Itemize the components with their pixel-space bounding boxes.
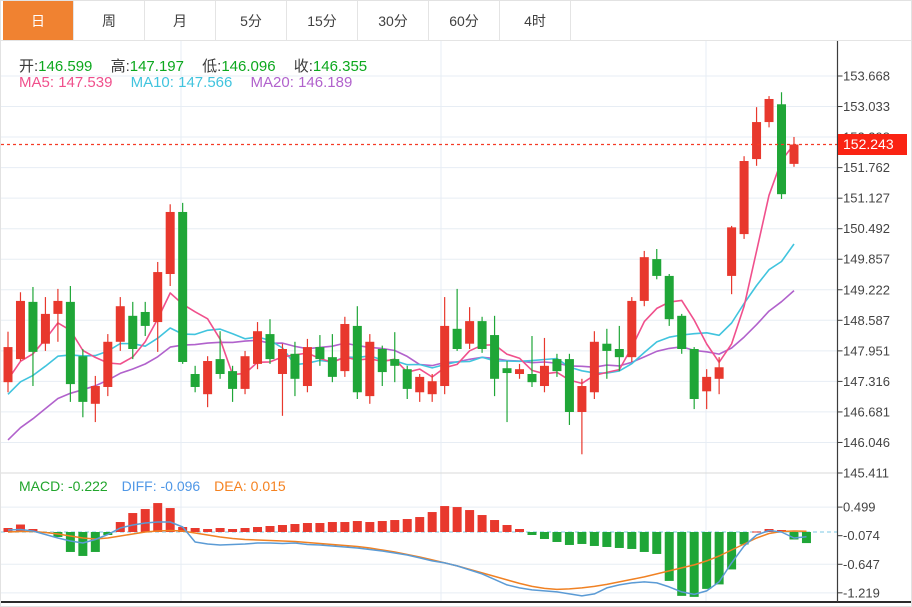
- svg-text:-0.647: -0.647: [843, 557, 880, 572]
- svg-text:151.127: 151.127: [843, 191, 890, 206]
- timeframe-tabbar: 日 周 月 5分 15分 30分 60分 4时: [1, 1, 911, 41]
- svg-text:153.033: 153.033: [843, 99, 890, 114]
- svg-text:149.857: 149.857: [843, 252, 890, 267]
- tab-30min[interactable]: 30分: [358, 1, 429, 40]
- tab-4hour[interactable]: 4时: [500, 1, 571, 40]
- tab-60min[interactable]: 60分: [429, 1, 500, 40]
- svg-text:146.046: 146.046: [843, 435, 890, 450]
- svg-text:0.499: 0.499: [843, 500, 876, 515]
- svg-text:151.762: 151.762: [843, 160, 890, 175]
- svg-text:147.316: 147.316: [843, 374, 890, 389]
- svg-text:-1.219: -1.219: [843, 585, 880, 600]
- tab-month[interactable]: 月: [145, 1, 216, 40]
- svg-text:-0.074: -0.074: [843, 528, 880, 543]
- svg-text:148.587: 148.587: [843, 313, 890, 328]
- svg-text:150.492: 150.492: [843, 221, 890, 236]
- tab-15min[interactable]: 15分: [287, 1, 358, 40]
- tab-week[interactable]: 周: [74, 1, 145, 40]
- svg-text:152.398: 152.398: [843, 130, 890, 145]
- svg-text:147.951: 147.951: [843, 343, 890, 358]
- tab-5min[interactable]: 5分: [216, 1, 287, 40]
- tab-day[interactable]: 日: [3, 1, 74, 40]
- svg-text:146.681: 146.681: [843, 404, 890, 419]
- svg-text:153.668: 153.668: [843, 69, 890, 84]
- svg-text:149.222: 149.222: [843, 282, 890, 297]
- svg-text:145.411: 145.411: [843, 465, 889, 480]
